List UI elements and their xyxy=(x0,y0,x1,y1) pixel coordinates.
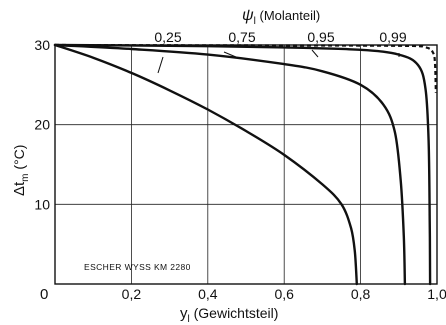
origin-label: 0 xyxy=(40,286,48,303)
y-tick-label: 30 xyxy=(34,37,50,53)
series-leader-line xyxy=(311,49,319,58)
curve-4 xyxy=(54,43,437,93)
grid-lines xyxy=(55,45,437,284)
y-axis-prefix: Δt xyxy=(11,181,28,196)
series-label: 0,25 xyxy=(154,29,181,45)
x-tick-label: 0,4 xyxy=(198,286,218,302)
x-tick-label: 0,2 xyxy=(122,286,142,302)
y-axis-text: (°C) xyxy=(11,145,27,174)
y-tick-labels: 10 20 30 xyxy=(34,37,50,212)
x-tick-labels: 0,2 0,4 0,6 0,8 1,0 xyxy=(122,286,446,302)
x-axis-text: (Gewichtsteil) xyxy=(190,305,279,321)
escher-wyss-annotation: ESCHER WYSS KM 2280 xyxy=(84,262,191,272)
top-axis-text: (Molanteil) xyxy=(256,8,320,23)
series-label: 0,75 xyxy=(228,29,255,45)
curves xyxy=(53,43,437,286)
y-axis-subscript: m xyxy=(20,173,31,181)
y-axis-title: Δtm (°C) xyxy=(11,145,31,196)
y-tick-label: 20 xyxy=(34,117,50,133)
plot-frame xyxy=(54,44,438,285)
top-axis-title: ψl (Molanteil) xyxy=(242,7,320,27)
x-tick-label: 1,0 xyxy=(427,286,446,302)
x-axis-subscript: l xyxy=(188,314,190,325)
series-leader-line xyxy=(223,51,237,58)
y-tick-label: 10 xyxy=(34,196,50,212)
x-tick-label: 0,8 xyxy=(351,286,371,302)
x-axis-title: yl (Gewichtsteil) xyxy=(180,305,278,325)
top-axis-symbol: ψ xyxy=(242,7,254,24)
x-axis-symbol: y xyxy=(180,305,188,322)
series-leader-line xyxy=(157,56,164,74)
curve-3 xyxy=(53,43,432,286)
curve-leader-lines xyxy=(157,49,400,74)
top-series-labels: 0,25 0,75 0,95 0,99 xyxy=(154,29,406,45)
curve-1 xyxy=(53,43,358,286)
series-label: 0,95 xyxy=(307,29,334,45)
top-axis-subscript: l xyxy=(254,16,256,27)
series-label: 0,99 xyxy=(379,29,406,45)
curve-2 xyxy=(53,43,407,286)
x-tick-label: 0,6 xyxy=(274,286,294,302)
